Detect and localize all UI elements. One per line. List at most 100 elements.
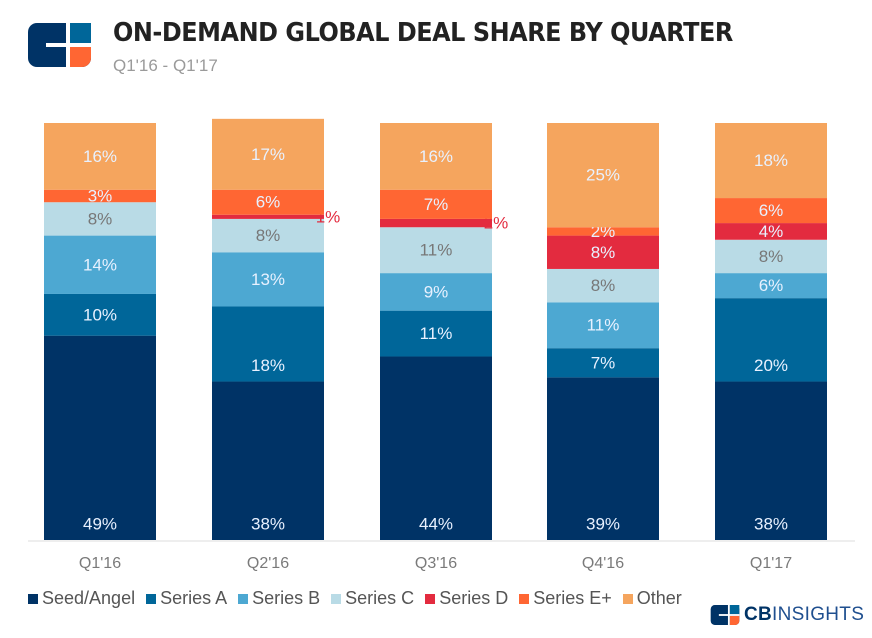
data-label: 6%: [759, 201, 784, 220]
legend-swatch: [519, 593, 530, 604]
x-tick-label: Q1'16: [79, 555, 121, 572]
legend-label: Series E+: [533, 588, 612, 608]
bar-segment-series-b: [212, 252, 324, 307]
data-label: 3%: [88, 186, 113, 205]
bar-segment-series-a: [380, 310, 492, 357]
bar-segment-series-d: [380, 218, 492, 228]
bar-segment-seed-angel: [212, 381, 324, 540]
data-label: 14%: [83, 255, 117, 274]
data-label: 16%: [83, 147, 117, 166]
bar-segment-series-e-: [380, 189, 492, 219]
bar-segment-series-c: [44, 202, 156, 236]
bar-segment-series-c: [715, 239, 827, 274]
data-label: 11%: [420, 241, 453, 260]
legend-label: Series C: [345, 588, 415, 608]
data-label: 44%: [419, 515, 453, 534]
bar-segment-series-c: [380, 227, 492, 274]
stacked-bar-chart: 49%10%14%8%3%16%Q1'1638%18%13%8%1%6%17%Q…: [28, 118, 855, 572]
data-label: 17%: [251, 145, 285, 164]
data-label: 7%: [424, 195, 449, 214]
data-label: 4%: [759, 222, 784, 241]
data-label: 11%: [587, 316, 620, 335]
legend-label: Other: [636, 588, 682, 608]
legend-item: Series C: [331, 588, 414, 609]
data-label: 8%: [591, 276, 616, 295]
data-label: 18%: [251, 356, 285, 375]
data-label: 6%: [256, 193, 281, 212]
legend-label: Seed/Angel: [42, 588, 136, 608]
bar-segment-series-b: [715, 273, 827, 299]
bar-segment-other: [380, 123, 492, 190]
bar-segment-series-b: [547, 302, 659, 349]
brand-prefix: CB: [744, 604, 773, 625]
bar-segment-seed-angel: [715, 381, 827, 540]
data-label: 8%: [256, 226, 281, 245]
data-label: 13%: [251, 270, 285, 289]
bar-segment-series-a: [212, 306, 324, 382]
bar-segment-seed-angel: [547, 377, 659, 540]
x-tick-label: Q3'16: [415, 555, 457, 572]
brand-suffix: INSIGHTS: [772, 604, 865, 625]
legend-item: Series A: [146, 588, 227, 609]
data-label: 20%: [754, 356, 788, 375]
data-label: 49%: [83, 515, 117, 534]
x-tick-label: Q2'16: [247, 555, 289, 572]
legend-swatch: [331, 593, 342, 604]
bar-segment-series-e-: [212, 189, 324, 215]
bar-segment-series-c: [212, 218, 324, 253]
data-label: 10%: [83, 305, 117, 324]
legend-swatch: [146, 593, 157, 604]
data-label: 9%: [424, 282, 449, 301]
legend-item: Series B: [238, 588, 320, 609]
data-label: 16%: [419, 147, 453, 166]
legend-label: Series B: [252, 588, 321, 608]
x-tick-label: Q4'16: [582, 555, 624, 572]
legend: Seed/Angel Series A Series B Series C Series…: [28, 588, 693, 609]
legend-swatch: [622, 593, 633, 604]
legend-swatch: [28, 593, 38, 604]
chart-title: ON-DEMAND GLOBAL DEAL SHARE BY QUARTER: [113, 18, 733, 48]
legend-label: Series D: [439, 588, 509, 608]
data-label: 25%: [586, 166, 620, 185]
legend-item: Seed/Angel: [28, 588, 135, 609]
brand-text: CBINSIGHTS: [744, 604, 864, 626]
data-label: 18%: [754, 151, 788, 170]
data-label: 7%: [591, 353, 616, 372]
bar-segment-series-c: [547, 268, 659, 303]
chart-subtitle: Q1'16 - Q1'17: [113, 56, 218, 75]
bar-segment-series-b: [44, 235, 156, 294]
bar-segment-series-a: [715, 298, 827, 382]
data-label: 39%: [586, 515, 620, 534]
data-label: 38%: [251, 515, 285, 534]
bar-segment-other: [547, 123, 659, 228]
bar-segment-series-a: [44, 293, 156, 336]
x-tick-label: Q1'17: [750, 555, 792, 572]
legend-swatch: [238, 593, 249, 604]
bar-segment-series-b: [380, 273, 492, 311]
bar-segment-seed-angel: [44, 335, 156, 540]
bar-segment-series-d: [547, 235, 659, 269]
bar-segment-other: [44, 123, 156, 190]
data-label: 8%: [88, 209, 113, 228]
bar-segment-series-e-: [715, 198, 827, 224]
data-label: 6%: [759, 276, 784, 295]
data-label: 11%: [420, 324, 453, 343]
bar-segment-other: [715, 123, 827, 199]
bar-segment-series-e-: [44, 189, 156, 203]
data-label: 8%: [591, 243, 616, 262]
cb-insights-logo-icon: [28, 23, 91, 67]
legend-label: Series A: [160, 588, 228, 608]
bar-segment-series-d: [715, 223, 827, 240]
legend-item: Series D: [425, 588, 508, 609]
legend-swatch: [425, 593, 436, 604]
bar-segment-series-d: [212, 214, 324, 219]
legend-item: Other: [622, 588, 682, 609]
data-label: 38%: [754, 515, 788, 534]
data-label: 8%: [759, 247, 784, 266]
bar-segment-seed-angel: [380, 356, 492, 540]
cb-insights-small-logo-icon: [710, 605, 740, 625]
bar-segment-series-a: [547, 348, 659, 378]
bar-segment-other: [212, 118, 324, 190]
cb-insights-brand: CBINSIGHTS: [710, 604, 864, 626]
bar-segment-series-e-: [547, 227, 659, 236]
